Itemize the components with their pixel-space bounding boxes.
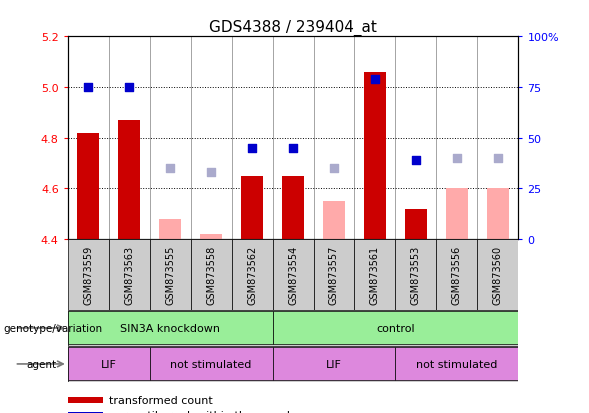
- FancyBboxPatch shape: [191, 240, 231, 310]
- Point: [411, 157, 421, 164]
- FancyBboxPatch shape: [68, 311, 518, 346]
- FancyBboxPatch shape: [68, 347, 518, 382]
- Text: GSM873556: GSM873556: [452, 245, 462, 304]
- Bar: [323, 202, 345, 240]
- FancyBboxPatch shape: [395, 240, 436, 310]
- Bar: [118, 121, 140, 240]
- Point: [289, 145, 298, 152]
- Text: GSM873559: GSM873559: [83, 245, 93, 304]
- Text: GSM873554: GSM873554: [288, 245, 298, 304]
- Text: GSM873563: GSM873563: [124, 245, 134, 304]
- Bar: [68, 397, 103, 403]
- FancyBboxPatch shape: [273, 312, 518, 344]
- FancyBboxPatch shape: [150, 240, 191, 310]
- Text: GSM873557: GSM873557: [329, 245, 339, 304]
- Text: genotype/variation: genotype/variation: [3, 323, 102, 333]
- Bar: [282, 176, 305, 240]
- FancyBboxPatch shape: [68, 348, 150, 380]
- FancyBboxPatch shape: [150, 348, 273, 380]
- Text: GSM873562: GSM873562: [247, 245, 257, 304]
- Bar: [159, 219, 181, 240]
- FancyBboxPatch shape: [273, 240, 313, 310]
- Point: [493, 155, 502, 162]
- Point: [124, 85, 134, 91]
- Bar: [363, 73, 386, 240]
- Point: [452, 155, 462, 162]
- Text: SIN3A knockdown: SIN3A knockdown: [120, 323, 220, 333]
- Bar: [405, 209, 427, 240]
- FancyBboxPatch shape: [68, 312, 273, 344]
- Point: [370, 76, 380, 83]
- Text: GSM873555: GSM873555: [165, 245, 175, 304]
- Point: [247, 145, 257, 152]
- Title: GDS4388 / 239404_at: GDS4388 / 239404_at: [209, 20, 377, 36]
- Text: percentile rank within the sample: percentile rank within the sample: [109, 410, 297, 413]
- Bar: [77, 133, 100, 240]
- FancyBboxPatch shape: [395, 348, 518, 380]
- FancyBboxPatch shape: [313, 240, 355, 310]
- Point: [166, 165, 175, 172]
- Bar: [200, 235, 223, 240]
- Text: GSM873558: GSM873558: [206, 245, 216, 304]
- FancyBboxPatch shape: [477, 240, 518, 310]
- Bar: [446, 189, 468, 240]
- FancyBboxPatch shape: [273, 348, 395, 380]
- Bar: [487, 189, 509, 240]
- Point: [329, 165, 339, 172]
- Text: not stimulated: not stimulated: [170, 359, 252, 369]
- Text: LIF: LIF: [326, 359, 342, 369]
- FancyBboxPatch shape: [436, 240, 477, 310]
- Text: GSM873553: GSM873553: [411, 245, 421, 304]
- FancyBboxPatch shape: [109, 240, 150, 310]
- FancyBboxPatch shape: [355, 240, 395, 310]
- Point: [84, 85, 93, 91]
- Bar: [241, 176, 263, 240]
- Text: transformed count: transformed count: [109, 395, 213, 405]
- Point: [206, 169, 216, 176]
- Bar: [68, 412, 103, 413]
- Text: LIF: LIF: [101, 359, 117, 369]
- FancyBboxPatch shape: [68, 240, 109, 310]
- Text: agent: agent: [26, 359, 56, 369]
- Text: GSM873561: GSM873561: [370, 245, 380, 304]
- Text: GSM873560: GSM873560: [493, 245, 503, 304]
- Text: not stimulated: not stimulated: [416, 359, 498, 369]
- Text: control: control: [376, 323, 415, 333]
- FancyBboxPatch shape: [231, 240, 273, 310]
